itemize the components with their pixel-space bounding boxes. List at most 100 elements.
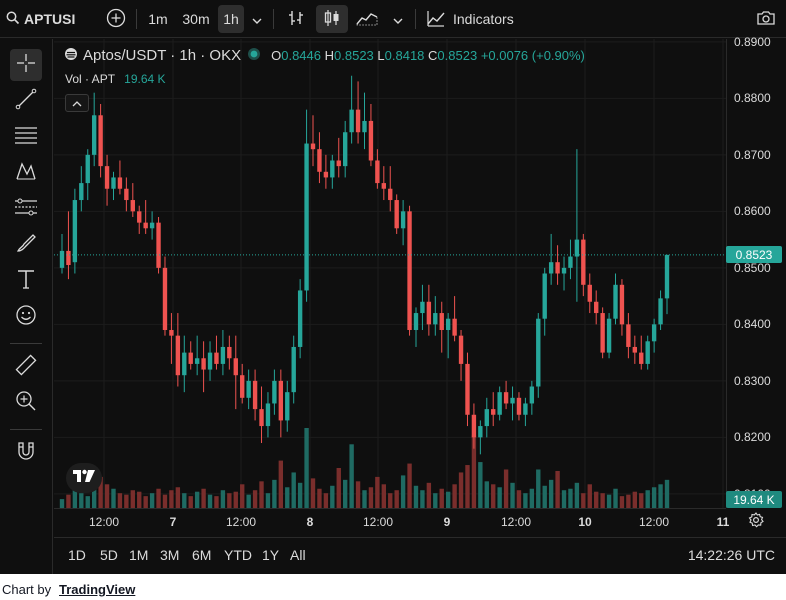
zoom-in-tool[interactable] — [10, 387, 42, 419]
price-chart[interactable] — [54, 39, 726, 508]
volume-bar — [413, 485, 419, 508]
volume-bar — [613, 488, 618, 508]
text-tool[interactable] — [10, 265, 42, 297]
candle-body — [555, 262, 560, 274]
tradingview-logo[interactable] — [66, 463, 102, 493]
candle-body — [568, 256, 573, 268]
candle-body — [529, 386, 535, 404]
interval-30m-button[interactable]: 30m — [178, 5, 214, 33]
symbol-title[interactable]: Aptos/USDT · 1h · OKX — [83, 47, 242, 64]
volume-bar — [600, 493, 605, 508]
candle-body — [420, 301, 425, 314]
range-1m-button[interactable]: 1M — [129, 547, 149, 563]
candle-body — [175, 335, 181, 376]
volume-bar — [304, 428, 309, 508]
crosshair-icon — [16, 53, 36, 78]
candle-body — [194, 358, 200, 364]
smiley-icon — [15, 304, 37, 331]
candle-body — [233, 358, 238, 376]
candle-body — [658, 298, 663, 325]
range-3m-button[interactable]: 3M — [160, 547, 180, 563]
volume-bar — [491, 484, 496, 508]
candle-body — [227, 346, 232, 359]
time-tick-label: 9 — [443, 515, 451, 529]
screenshot-button[interactable] — [752, 5, 780, 33]
range-all-button[interactable]: All — [290, 547, 306, 563]
candle-body — [310, 143, 316, 150]
open-value: 0.8446 — [281, 48, 321, 63]
volume-bar — [246, 494, 251, 508]
magnet-tool[interactable] — [10, 437, 42, 469]
trend-line-tool[interactable] — [10, 85, 42, 117]
projection-tool[interactable] — [10, 193, 42, 225]
chart-pane[interactable]: Aptos/USDT · 1h · OKX O0.8446 H0.8523 L0… — [54, 39, 726, 508]
crosshair-tool[interactable] — [10, 49, 42, 81]
time-tick-label: 12:00 — [225, 515, 257, 529]
candle-body — [355, 109, 361, 133]
volume-bar — [439, 488, 444, 508]
candles-style-button[interactable] — [316, 5, 348, 33]
bar-style-button[interactable] — [282, 5, 310, 33]
compare-symbol-button[interactable] — [103, 5, 129, 33]
symbol-name: APTUSI — [24, 11, 76, 27]
tradingview-link[interactable]: TradingView — [59, 582, 136, 597]
volume-bar — [445, 491, 451, 508]
candle-body — [639, 352, 644, 364]
time-axis[interactable]: 12:00 7 12:00 8 12:00 9 12:00 10 12:00 11 — [54, 508, 729, 536]
candle-body — [297, 290, 303, 347]
range-6m-button[interactable]: 6M — [192, 547, 212, 563]
candle-body — [124, 188, 129, 201]
add-circle-icon — [106, 8, 126, 31]
volume-bar — [645, 490, 650, 508]
volume-bar — [156, 488, 161, 508]
indicators-button[interactable]: Indicators — [423, 5, 523, 33]
pattern-icon — [15, 160, 37, 187]
candles-icon — [323, 9, 341, 30]
brush-tool[interactable] — [10, 229, 42, 261]
candle-body — [394, 200, 399, 229]
chart-type-dropdown-button[interactable] — [388, 5, 408, 33]
interval-dropdown-button[interactable] — [247, 5, 267, 33]
price-axis[interactable]: 0.8900 0.8800 0.8700 0.8600 0.8500 0.8400 0.83… — [726, 35, 786, 508]
volume-bar — [548, 479, 554, 508]
horizontal-lines-icon — [14, 125, 38, 150]
candle-body — [85, 154, 90, 184]
indicators-icon — [427, 9, 445, 30]
high-label: H — [324, 48, 335, 63]
pattern-tool[interactable] — [10, 157, 42, 189]
interval-1h-button[interactable]: 1h — [218, 5, 244, 33]
volume-label: Vol · APT — [65, 72, 115, 86]
chart-legend: Aptos/USDT · 1h · OKX O0.8446 H0.8523 L0… — [65, 47, 585, 64]
emoji-tool[interactable] — [10, 301, 42, 333]
candle-body — [362, 120, 367, 133]
symbol-search-button[interactable]: APTUSI — [6, 5, 88, 33]
candle-body — [600, 313, 605, 353]
candle-body — [265, 403, 271, 427]
settings-button[interactable] — [745, 511, 767, 532]
volume-legend: Vol · APT 19.64 K — [65, 72, 166, 86]
range-5d-button[interactable]: 5D — [100, 547, 118, 563]
candle-body — [66, 250, 71, 266]
volume-bar — [317, 488, 322, 508]
candle-body — [516, 397, 522, 415]
range-ytd-button[interactable]: YTD — [224, 547, 252, 563]
candle-body — [272, 380, 277, 404]
clock[interactable]: 14:22:26 UTC — [687, 547, 775, 563]
range-1d-button[interactable]: 1D — [68, 547, 86, 563]
price-tick-label: 0.8900 — [734, 34, 771, 49]
fib-retracement-tool[interactable] — [10, 121, 42, 153]
low-value: 0.8418 — [384, 48, 425, 63]
candle-body — [478, 426, 483, 438]
area-style-button[interactable] — [352, 5, 382, 33]
tradingview-logo-icon — [72, 469, 96, 488]
interval-1m-button[interactable]: 1m — [143, 5, 173, 33]
range-1y-button[interactable]: 1Y — [262, 547, 280, 563]
measure-tool[interactable] — [10, 351, 42, 383]
volume-bar — [291, 472, 296, 508]
candle-body — [349, 109, 354, 133]
candle-body — [291, 346, 296, 393]
brush-icon — [15, 232, 37, 259]
collapse-legend-button[interactable] — [65, 94, 89, 112]
candle-body — [104, 166, 110, 189]
candle-body — [433, 313, 438, 325]
